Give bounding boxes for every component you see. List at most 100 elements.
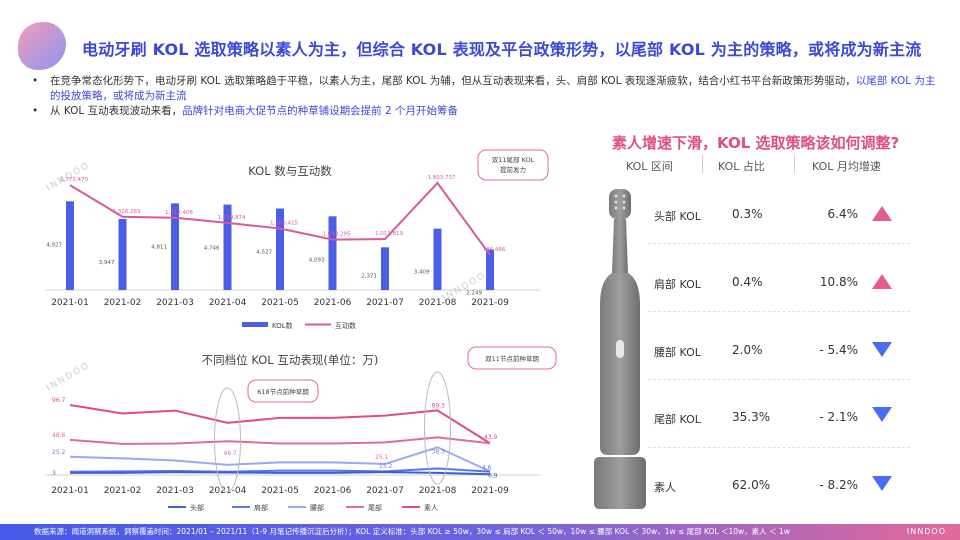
charts-canvas: KOL 数与互动数 4,927 3,947 4,811 4,746 4,527 4,093 2… xyxy=(45,149,557,512)
chart2-x-tick: 2021-09 xyxy=(471,486,509,496)
chart1-x-tick: 2021-01 xyxy=(51,298,89,308)
kol-count-label: 3,947 xyxy=(99,260,115,266)
annotation-box xyxy=(477,149,549,181)
chart2-x-tick: 2021-07 xyxy=(366,486,404,496)
row-growth-amateur: - 8.2% xyxy=(819,478,858,492)
kol-count-label: 4,927 xyxy=(46,242,62,248)
kol-count-bar xyxy=(223,204,232,290)
highlight-ellipse xyxy=(214,387,241,493)
interaction-label: 786,466 xyxy=(483,247,506,253)
chart1-x-tick: 2021-03 xyxy=(156,298,194,308)
footer-bar: 数据来源：闻道洞察系统，洞察覆盖时间：2021/01 – 2021/11（1-9… xyxy=(0,524,960,540)
brand-logo xyxy=(18,22,66,70)
kol-count-label: 4,527 xyxy=(256,250,272,256)
footer-brand: INNDOO xyxy=(906,527,946,536)
kol-count-label: 4,746 xyxy=(204,246,220,252)
kol-count-label: 4,811 xyxy=(151,244,167,250)
chart2-x-tick: 2021-06 xyxy=(314,486,352,496)
legend-label-头部: 头部 xyxy=(190,503,204,512)
page-title: 电动牙刷 KOL 选取策略以素人为主，但综合 KOL 表现及平台政策形势，以尾部… xyxy=(82,40,922,59)
series-point-label: 3 xyxy=(52,470,56,477)
chart2-x-tick: 2021-04 xyxy=(209,486,247,496)
bullet-highlight: 以尾部 KOL 为主的投放策略，或将成为新主流 xyxy=(50,75,936,102)
chart2-x-tick: 2021-05 xyxy=(261,486,299,496)
legend-label-肩部: 肩部 xyxy=(254,503,268,512)
chart2-x-tick: 2021-03 xyxy=(156,486,194,496)
chart1-x-tick: 2021-02 xyxy=(104,298,142,308)
row-label-waist: 腰部 KOL xyxy=(654,346,701,359)
kol-count-bar xyxy=(433,228,442,290)
row-divider xyxy=(648,379,910,380)
header-kol-range: KOL 区间 xyxy=(626,160,673,173)
row-label-head: 头部 KOL xyxy=(654,210,701,223)
kol-count-label: 2,371 xyxy=(361,273,377,279)
bullet-text: 从 KOL 互动表现波动来看， xyxy=(50,105,183,117)
series-point-label: 25.1 xyxy=(375,454,389,461)
annotation-text: 双11尾部 KOL xyxy=(492,155,535,164)
annotation-box xyxy=(467,346,557,370)
kol-count-label: 4,093 xyxy=(309,257,325,263)
chart1-x-tick: 2021-04 xyxy=(209,298,247,308)
interaction-label: 1,239,874 xyxy=(218,215,246,221)
kol-count-label: 3,409 xyxy=(414,270,430,276)
trend-down-icon xyxy=(872,407,892,422)
bullet-text: 在竞争常态化形势下，电动牙刷 KOL 选取策略趋于平稳，以素人为主，尾部 KOL… xyxy=(50,75,856,87)
legend-label-腰部: 腰部 xyxy=(310,503,324,512)
series-point-label: 48.6 xyxy=(52,432,66,439)
footer-source: 数据来源：闻道洞察系统，洞察覆盖时间：2021/01 – 2021/11（1-9… xyxy=(34,527,790,536)
series-point-label: 4.6 xyxy=(482,465,492,472)
header-divider xyxy=(794,155,795,173)
right-panel-title: 素人增速下滑，KOL 选取策略该如何调整? xyxy=(612,134,900,152)
series-line-尾部 xyxy=(69,436,491,445)
row-share-waist: 2.0% xyxy=(732,343,763,357)
row-growth-shoulder: 10.8% xyxy=(819,275,858,289)
kol-count-bar xyxy=(66,201,74,290)
kol-count-bar xyxy=(171,203,179,290)
interaction-label: 1,773,470 xyxy=(60,177,88,183)
series-point-label: 96.7 xyxy=(52,397,66,404)
interaction-label: 1,160,415 xyxy=(270,221,298,227)
chart1-title: KOL 数与互动数 xyxy=(248,164,332,178)
series-line-腰部 xyxy=(69,446,491,473)
series-line-头部 xyxy=(70,471,491,476)
trend-down-icon xyxy=(872,342,892,357)
chart1-x-tick: 2021-09 xyxy=(471,298,509,308)
kol-count-label: 2,249 xyxy=(466,291,482,297)
bullet-highlight: 品牌针对电商大促节点的种草铺设期会提前 2 个月开始筹备 xyxy=(182,105,458,117)
legend-kol-count-swatch xyxy=(242,322,268,327)
row-divider xyxy=(648,311,910,312)
chart1-x-tick: 2021-06 xyxy=(314,298,352,308)
row-divider xyxy=(648,447,910,448)
chart2-title: 不同档位 KOL 互动表现(单位：万) xyxy=(202,353,379,367)
row-divider xyxy=(648,243,910,244)
series-point-label: 46.7 xyxy=(224,450,238,457)
interaction-label: 1,326,283 xyxy=(113,209,141,215)
chart2-x-tick: 2021-01 xyxy=(51,486,89,496)
interaction-line xyxy=(69,181,491,256)
bullet-item: 从 KOL 互动表现波动来看，品牌针对电商大促节点的种草铺设期会提前 2 个月开… xyxy=(30,104,945,119)
series-point-label: 89.3 xyxy=(432,402,446,409)
header-kol-share: KOL 占比 xyxy=(718,160,765,173)
kol-count-bar xyxy=(328,216,337,290)
kol-count-bar xyxy=(276,208,284,290)
row-share-head: 0.3% xyxy=(732,207,763,221)
annotation-text: 双11节点前种草期 xyxy=(485,354,539,363)
kol-count-bar xyxy=(486,249,494,290)
annotation-text: 618节点前种草期 xyxy=(257,387,309,396)
bullet-list: 在竞争常态化形势下，电动牙刷 KOL 选取策略趋于平稳，以素人为主，尾部 KOL… xyxy=(30,74,945,119)
kol-count-bar xyxy=(118,218,127,290)
series-point-label: 0.9 xyxy=(488,472,498,479)
highlight-ellipse xyxy=(424,371,451,485)
trend-up-icon xyxy=(872,206,892,221)
legend-interaction: 互动数 xyxy=(335,321,356,330)
row-label-tail: 尾部 KOL xyxy=(654,413,701,426)
chart1-x-tick: 2021-08 xyxy=(419,298,457,308)
series-point-label: 43.9 xyxy=(484,434,498,441)
row-label-amateur: 素人 xyxy=(654,481,676,494)
legend-label-素人: 素人 xyxy=(424,503,438,512)
annotation-box xyxy=(247,379,319,403)
series-line-肩部 xyxy=(69,467,491,473)
trend-up-icon xyxy=(872,274,892,289)
legend-kol-count: KOL数 xyxy=(272,321,293,330)
chart1-x-tick: 2021-05 xyxy=(261,298,299,308)
